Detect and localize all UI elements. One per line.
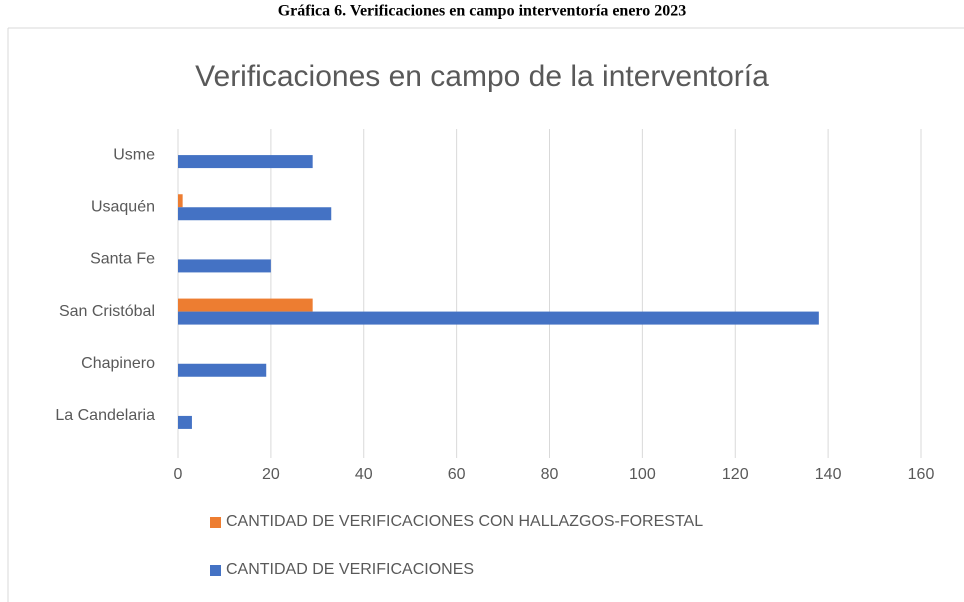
x-tick-label: 120 [722, 466, 749, 483]
bar [178, 311, 819, 325]
y-tick-label: Chapinero [81, 355, 155, 372]
chart-title: Verificaciones en campo de la intervento… [195, 60, 769, 93]
bar [178, 415, 192, 429]
legend-label: CANTIDAD DE VERIFICACIONES [226, 561, 474, 578]
legend-swatch [210, 565, 221, 576]
x-tick-label: 60 [448, 466, 466, 483]
x-tick-label: 160 [908, 466, 935, 483]
bar [178, 207, 332, 221]
y-tick-label: Usme [113, 146, 155, 163]
y-tick-label: San Cristóbal [59, 303, 155, 320]
bar [178, 259, 271, 273]
bar [178, 155, 313, 169]
legend-swatch [210, 517, 221, 528]
y-tick-label: Usaquén [91, 198, 155, 215]
x-tick-label: 100 [629, 466, 656, 483]
x-tick-label: 40 [355, 466, 373, 483]
bar [178, 363, 267, 377]
legend-label: CANTIDAD DE VERIFICACIONES CON HALLAZGOS… [226, 513, 703, 530]
bar [178, 298, 313, 312]
y-tick-label: La Candelaria [55, 407, 155, 424]
x-tick-label: 80 [541, 466, 559, 483]
figure-caption: Gráfica 6. Verificaciones en campo inter… [278, 3, 687, 20]
y-tick-label: Santa Fe [90, 251, 155, 268]
bar [178, 194, 183, 208]
x-tick-label: 140 [815, 466, 842, 483]
x-tick-label: 0 [174, 466, 183, 483]
x-tick-label: 20 [262, 466, 280, 483]
